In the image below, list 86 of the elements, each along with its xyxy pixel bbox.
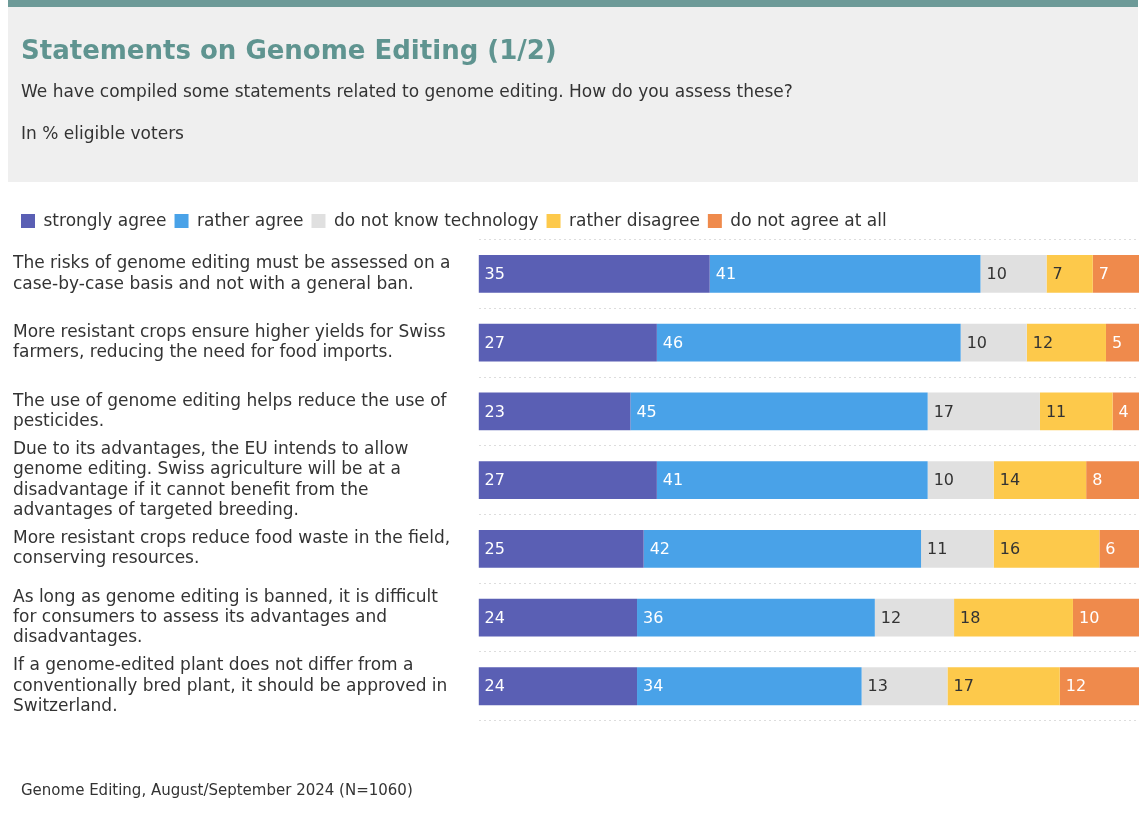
y-tick-label: More resistant crops reduce food waste in the field, conserving resources.: [13, 527, 451, 568]
bar: [478, 529, 644, 568]
data-label: 41: [662, 470, 684, 490]
bar: [478, 667, 638, 706]
data-label: 11: [927, 538, 948, 558]
data-label: 27: [484, 470, 505, 490]
legend-label: do not agree at all: [730, 209, 887, 230]
data-label: 7: [1052, 264, 1063, 284]
data-label: 36: [643, 607, 664, 627]
bar: [921, 529, 994, 568]
bar: [993, 461, 1087, 499]
data-label: 10: [986, 264, 1007, 284]
data-label: 23: [484, 401, 505, 421]
y-tick-label: As long as genome editing is banned, it is difficult for consumers to assess its advantages and disadvantages.: [13, 585, 439, 647]
legend-label: rather disagree: [569, 209, 700, 230]
bar: [656, 461, 928, 499]
data-label: 11: [1045, 401, 1067, 421]
data-label: 14: [999, 470, 1021, 490]
data-label: 24: [484, 607, 505, 627]
data-label: 12: [880, 607, 902, 627]
data-label: 7: [1098, 264, 1109, 284]
bar: [954, 598, 1073, 637]
data-label: 18: [960, 607, 981, 627]
bar: [1105, 323, 1139, 362]
bar: [637, 598, 875, 637]
bar: [861, 667, 948, 706]
bar: [1046, 255, 1093, 293]
chart-subtitle: We have compiled some statements related to genome editing. How do you assess these?: [21, 81, 794, 101]
data-label: 13: [867, 676, 888, 696]
data-label: 12: [1032, 332, 1054, 352]
y-tick-label: More resistant crops ensure higher yields for Swiss farmers, reducing the need for food imports.: [13, 320, 446, 362]
data-label: 17: [933, 401, 955, 421]
bar: [630, 392, 928, 431]
data-label: 46: [662, 332, 684, 352]
y-tick-label: The risks of genome editing must be assessed on a case-by-case basis and not with a general ban.: [12, 252, 451, 293]
bar: [643, 529, 922, 568]
y-tick-label: The use of genome editing helps reduce the use of pesticides.: [12, 389, 448, 431]
data-label: 17: [953, 676, 974, 696]
data-label: 24: [484, 676, 505, 696]
data-label: 10: [966, 332, 988, 352]
data-label: 10: [933, 470, 955, 490]
bar: [1072, 598, 1139, 637]
text: Genome Editing, August/September 2024 (N=1060): [21, 780, 413, 801]
data-label: 25: [484, 538, 505, 558]
legend-label: do not know technology: [333, 209, 539, 230]
bar: [1112, 392, 1139, 431]
bar: [927, 461, 994, 499]
data-label: 42: [649, 538, 671, 558]
bar: [478, 255, 710, 293]
data-label: 12: [1065, 676, 1087, 696]
data-label: 8: [1092, 470, 1103, 490]
bar: [1059, 667, 1139, 706]
bar: [993, 529, 1100, 568]
data-label: 5: [1111, 332, 1123, 352]
bar: [1026, 323, 1106, 362]
data-label: 41: [715, 264, 737, 284]
bar: [1099, 529, 1139, 568]
bar: [478, 323, 657, 362]
bar: [478, 392, 631, 431]
data-label: 45: [636, 401, 657, 421]
legend-label: strongly agree: [43, 209, 167, 230]
bar: [1039, 392, 1113, 431]
legend-label: rather agree: [197, 209, 304, 230]
bar: [960, 323, 1027, 362]
data-label: 10: [1078, 607, 1100, 627]
data-label: 35: [484, 264, 505, 284]
bar: [947, 667, 1060, 706]
bar: [980, 255, 1047, 293]
bar: [637, 667, 862, 706]
bar: [927, 392, 1040, 431]
y-tick-label: If a genome-edited plant does not differ from a conventionally bred plant, it should be approved in Switzerland.: [13, 654, 448, 716]
data-label: 16: [999, 538, 1021, 558]
data-label: 34: [643, 676, 664, 696]
text: In % eligible voters: [21, 123, 185, 143]
bar: [1086, 461, 1139, 499]
bar: [874, 598, 955, 637]
chart-title: Statements on Genome Editing (1/2): [21, 35, 558, 65]
y-tick-label: Due to its advantages, the EU intends to allow genome editing. Swiss agriculture will be at a disadvantage if it cannot benefit from the advantages of targeted breeding.: [13, 437, 409, 520]
data-label: 6: [1105, 538, 1116, 558]
bar: [1092, 255, 1139, 293]
bar: [656, 323, 961, 362]
bar: [478, 598, 638, 637]
bar: [709, 255, 981, 293]
data-label: 4: [1118, 401, 1129, 421]
bar: [478, 461, 657, 499]
data-label: 27: [484, 332, 505, 352]
